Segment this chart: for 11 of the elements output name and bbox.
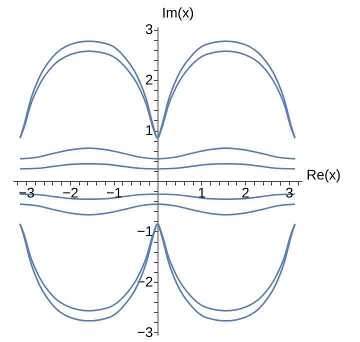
y-tick-label: 1	[145, 122, 154, 138]
y-tick-label: 2	[145, 72, 154, 88]
y-axis-title: Im(x)	[162, 4, 194, 20]
x-tick-label: −1	[106, 184, 122, 200]
x-tick-label: −2	[62, 184, 79, 200]
x-tick-label: 2	[242, 184, 250, 200]
y-tick-label: −1	[137, 222, 154, 239]
x-axis-title: Re(x)	[306, 166, 341, 182]
y-tick-label: 3	[145, 21, 154, 38]
y-tick-label: −3	[137, 324, 154, 340]
x-tick-label: 1	[198, 184, 206, 200]
